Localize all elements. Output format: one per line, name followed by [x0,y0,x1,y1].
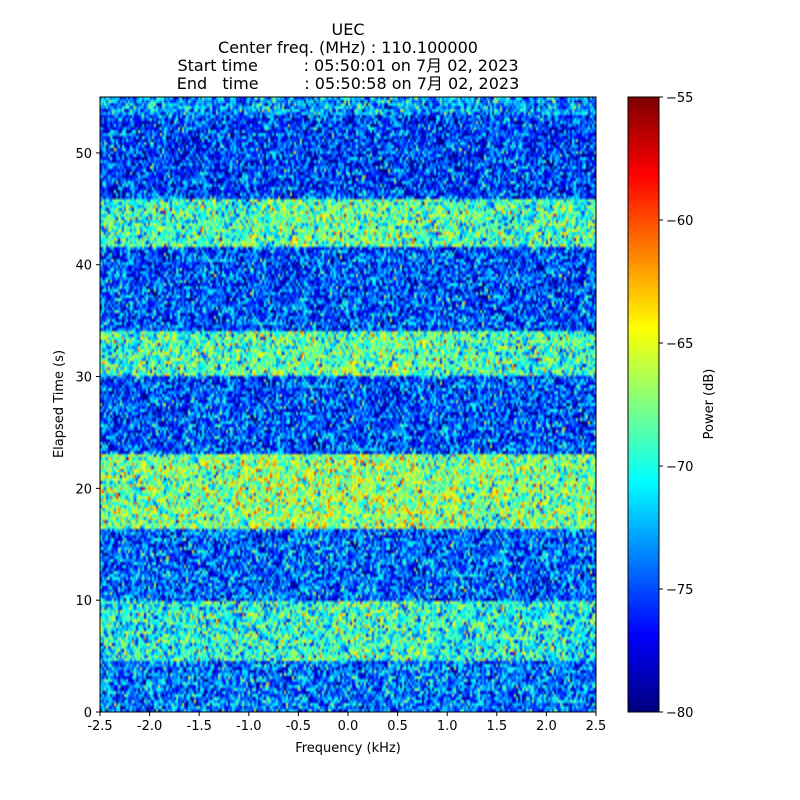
chart-title-line-3: Start time : 05:50:01 on 7月 02, 2023 [177,56,519,75]
y-tick-label: 0 [84,706,92,721]
y-tick-label: 10 [75,594,92,609]
colorbar-gradient [628,97,659,712]
spectrogram-heatmap [100,97,596,712]
x-axis-ticks: -2.5 -2.0 -1.5 -1.0 -0.5 0.0 0.5 1.0 1.5 2.0 2.5 [87,712,606,734]
colorbar-tick-label: −80 [666,706,693,721]
x-tick-label: 0.0 [338,719,359,734]
x-tick-label: 1.0 [437,719,458,734]
x-tick-label: 1.5 [486,719,507,734]
x-tick-label: -2.5 [87,719,112,734]
colorbar-frame [627,96,660,713]
chart-title-line-4: End time : 05:50:58 on 7月 02, 2023 [176,74,520,93]
colorbar-tick-label: −75 [666,583,693,598]
x-tick-label: 0.5 [387,719,408,734]
y-tick-label: 40 [75,259,92,274]
colorbar-tick-label: −55 [666,91,693,106]
x-axis-label: Frequency (kHz) [295,741,401,756]
x-tick-label: -2.0 [137,719,162,734]
y-tick-label: 30 [75,371,92,386]
colorbar-label: Power (dB) [702,369,717,440]
plot-frame [99,96,597,713]
y-tick-label: 50 [75,147,92,162]
y-axis-ticks: 0 10 20 30 40 50 [75,147,100,721]
y-tick-label: 20 [75,482,92,497]
chart-title-line-1: UEC [331,20,365,39]
colorbar-tick-label: −65 [666,337,693,352]
colorbar-ticks: −80 −75 −70 −65 −60 −55 [659,91,693,721]
x-tick-label: -0.5 [286,719,311,734]
chart-title-line-2: Center freq. (MHz) : 110.100000 [218,38,478,57]
x-tick-label: -1.5 [187,719,212,734]
x-tick-label: 2.0 [536,719,557,734]
x-tick-label: 2.5 [586,719,607,734]
colorbar-tick-label: −70 [666,460,693,475]
colorbar-tick-label: −60 [666,214,693,229]
x-tick-label: -1.0 [236,719,261,734]
y-axis-label: Elapsed Time (s) [52,350,67,458]
